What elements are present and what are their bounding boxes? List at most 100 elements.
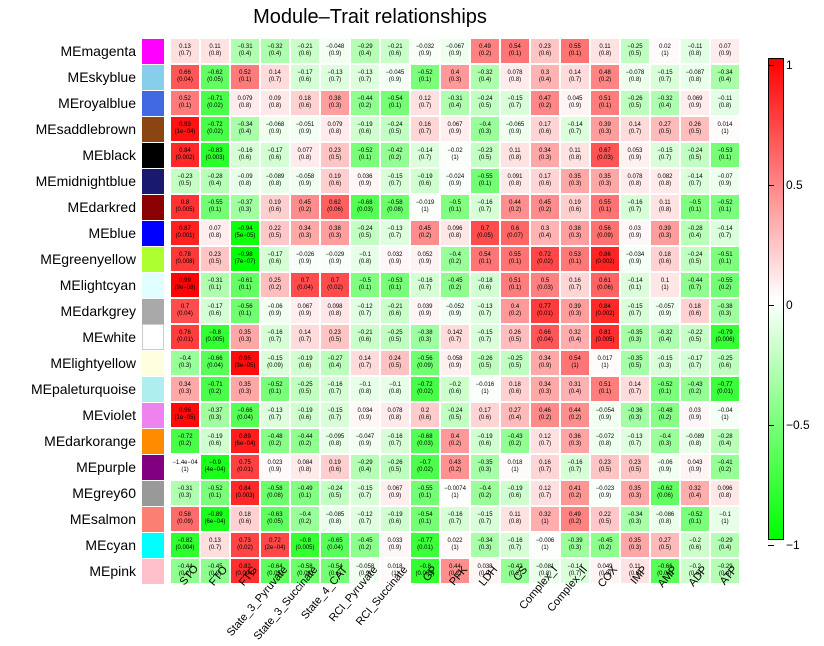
- cell-value: −0.48: [267, 434, 282, 441]
- cell-value: −0.4: [449, 252, 461, 259]
- cell-pvalue: (0.1): [209, 207, 221, 214]
- cell-pvalue: (0.5): [629, 51, 641, 58]
- cell-pvalue: (0.9): [629, 233, 641, 240]
- cell-value: 0.23: [599, 460, 611, 467]
- cell-pvalue: (0.4): [719, 545, 731, 552]
- cell-value: −0.24: [687, 148, 702, 155]
- row-label: MEpink: [0, 558, 140, 584]
- cell-pvalue: (0.7): [629, 389, 641, 396]
- heatmap-cell: −0.72(0.02): [200, 116, 230, 142]
- heatmap-cell: 0.87(0.001): [170, 220, 200, 246]
- cell-pvalue: (0.5): [629, 467, 641, 474]
- heatmap-cell: 0.19(0.6): [320, 168, 350, 194]
- cell-pvalue: (0.06): [327, 207, 343, 214]
- heatmap-cell: −0.52(0.1): [410, 64, 440, 90]
- heatmap-cell: 0.096(0.8): [440, 220, 470, 246]
- cell-pvalue: (0.6): [509, 493, 521, 500]
- cell-pvalue: (0.1): [209, 493, 221, 500]
- heatmap-cell: 0.17(0.6): [530, 168, 560, 194]
- heatmap-cell: −0.42(0.2): [380, 142, 410, 168]
- cell-value: −0.52: [687, 512, 702, 519]
- heatmap-cell: 0.098(0.8): [320, 298, 350, 324]
- heatmap-cell: 0.31(0.4): [560, 376, 590, 402]
- cell-pvalue: (0.9): [269, 467, 281, 474]
- heatmap-cell: −0.82(0.004): [170, 532, 200, 558]
- cell-value: 0.4: [511, 304, 519, 311]
- cell-value: 0.036: [357, 174, 372, 181]
- heatmap-cell: −0.15(0.7): [650, 64, 680, 90]
- cell-value: −0.27: [327, 356, 342, 363]
- heatmap-cell: −0.8(0.005): [200, 324, 230, 350]
- cell-value: 0.46: [539, 408, 551, 415]
- heatmap-cell: −0.26(0.5): [380, 454, 410, 480]
- cell-value: 0.11: [209, 44, 220, 51]
- heatmap-cell: −0.17(0.6): [260, 142, 290, 168]
- cell-pvalue: (6e−04): [205, 519, 226, 526]
- cell-value: −0.15: [507, 96, 522, 103]
- cell-pvalue: (0.5): [689, 155, 701, 162]
- cell-pvalue: (0.6): [299, 77, 311, 84]
- heatmap-cell: 0.51(0.1): [590, 376, 620, 402]
- heatmap-cell: −0.24(0.5): [350, 220, 380, 246]
- cell-pvalue: (0.1): [269, 389, 281, 396]
- cell-pvalue: (1): [661, 51, 668, 58]
- heatmap-cell: 0.23(0.5): [320, 324, 350, 350]
- cell-value: 0.14: [359, 356, 371, 363]
- cell-value: −0.19: [507, 486, 522, 493]
- cell-pvalue: (0.6): [659, 259, 671, 266]
- cell-pvalue: (0.5): [449, 415, 461, 422]
- cell-pvalue: (0.7): [209, 545, 221, 552]
- heatmap-cell: −0.25(0.5): [380, 324, 410, 350]
- heatmap-cell: 0.49(0.2): [560, 506, 590, 532]
- cell-value: −0.66: [237, 408, 252, 415]
- cell-pvalue: (0.9): [299, 129, 311, 136]
- cell-pvalue: (0.8): [239, 103, 251, 110]
- cell-value: −0.71: [207, 382, 222, 389]
- heatmap-cell: −0.15(0.09): [260, 350, 290, 376]
- cell-value: 0.23: [209, 252, 221, 259]
- cell-value: 0.32: [569, 330, 581, 337]
- heatmap-cell: 0.16(0.7): [560, 272, 590, 298]
- heatmap-cell: 0.16(0.7): [530, 454, 560, 480]
- heatmap-cell: 0.058(0.9): [440, 350, 470, 376]
- cell-pvalue: (0.06): [657, 493, 673, 500]
- cell-value: −0.16: [477, 200, 492, 207]
- cell-pvalue: (0.9): [329, 259, 341, 266]
- heatmap-cell: −0.34(0.4): [710, 64, 740, 90]
- colorbar-tick: 1: [786, 58, 793, 72]
- heatmap-cell: −0.09(0.8): [230, 168, 260, 194]
- heatmap-cell: −0.25(0.6): [710, 350, 740, 376]
- cell-pvalue: (0.006): [715, 337, 734, 344]
- heatmap-cell: −0.25(0.5): [290, 376, 320, 402]
- cell-value: 0.3: [541, 226, 549, 233]
- cell-value: 0.096: [717, 486, 732, 493]
- heatmap-cell: 0.61(0.06): [590, 272, 620, 298]
- heatmap-cell: −0.11(0.8): [710, 90, 740, 116]
- cell-value: −0.8: [209, 330, 221, 337]
- heatmap-cell: 0.54(1): [560, 350, 590, 376]
- heatmap-cell: 0.35(0.3): [230, 324, 260, 350]
- cell-value: 0.26: [689, 122, 701, 129]
- cell-value: −0.2: [689, 538, 701, 545]
- cell-pvalue: (0.001): [175, 233, 194, 240]
- cell-pvalue: (0.6): [479, 285, 491, 292]
- cell-pvalue: (0.5): [509, 363, 521, 370]
- heatmap-cell: 0.023(0.9): [260, 454, 290, 480]
- heatmap-cell: 0.11(0.8): [500, 506, 530, 532]
- heatmap-cell: 0.39(0.3): [590, 116, 620, 142]
- heatmap-cell: −0.52(0.1): [680, 506, 710, 532]
- cell-value: 0.35: [239, 382, 251, 389]
- heatmap-cell: −0.56(0.1): [230, 298, 260, 324]
- cell-value: −0.44: [297, 434, 312, 441]
- cell-value: 0.45: [299, 200, 311, 207]
- row-color-swatch: [142, 506, 164, 532]
- cell-pvalue: (0.8): [659, 207, 671, 214]
- cell-pvalue: (0.6): [299, 363, 311, 370]
- cell-value: −0.17: [267, 252, 282, 259]
- heatmap-cell: 0.067(0.9): [440, 116, 470, 142]
- cell-pvalue: (0.8): [269, 181, 281, 188]
- heatmap-cell: 0.41(0.2): [560, 480, 590, 506]
- row-label: MEwhite: [0, 324, 140, 350]
- cell-pvalue: (0.8): [329, 519, 341, 526]
- heatmap-cell: 0.17(0.6): [470, 402, 500, 428]
